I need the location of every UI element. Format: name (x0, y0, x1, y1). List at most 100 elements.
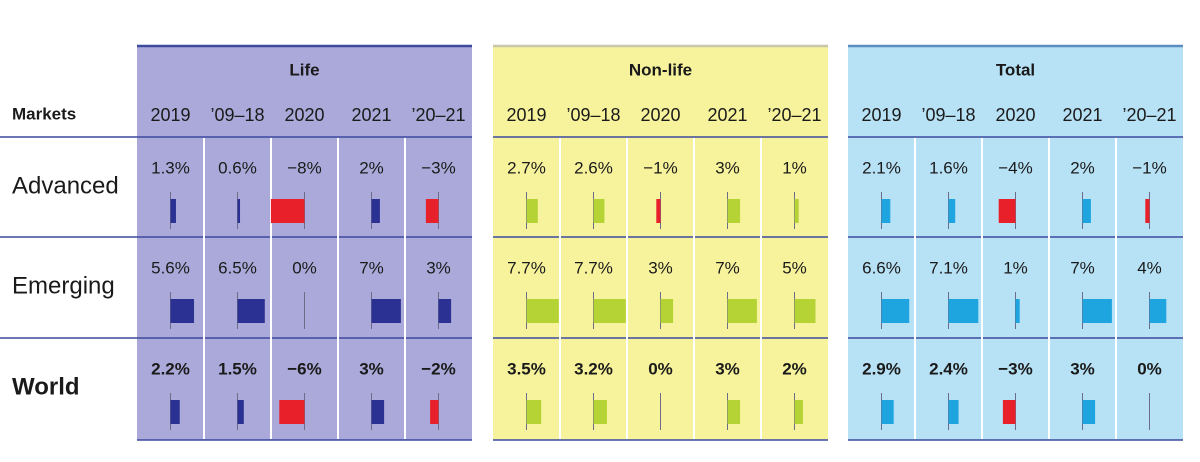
column-header: 2019 (506, 105, 546, 125)
value-label: 2.9% (862, 359, 901, 378)
value-label: 3% (715, 158, 740, 177)
bar (371, 199, 380, 223)
value-label: 7.7% (574, 258, 613, 277)
value-label: −1% (643, 158, 678, 177)
market-label: Advanced (12, 172, 119, 199)
group-title: Non-life (629, 60, 692, 79)
bar (593, 400, 607, 424)
bar (794, 199, 799, 223)
column-header: ’09–18 (210, 105, 264, 125)
value-label: 0.6% (218, 158, 257, 177)
value-label: 4% (1137, 258, 1162, 277)
value-label: 5.6% (151, 258, 190, 277)
bar (371, 299, 401, 323)
bar (270, 199, 305, 223)
value-label: 7% (715, 258, 740, 277)
value-label: 7.1% (929, 258, 968, 277)
column-header: 2020 (995, 105, 1035, 125)
value-label: 1% (782, 158, 807, 177)
bar (727, 199, 741, 223)
value-label: −3% (421, 158, 456, 177)
bar (881, 199, 891, 223)
value-label: −8% (287, 158, 322, 177)
column-header: 2019 (150, 105, 190, 125)
value-label: 2% (782, 359, 807, 378)
bar (727, 400, 741, 424)
markets-header: Markets (12, 104, 76, 123)
bar (948, 400, 959, 424)
bar (237, 299, 265, 323)
column-header: ’09–18 (566, 105, 620, 125)
value-label: 2% (1070, 158, 1095, 177)
value-label: 3% (715, 359, 740, 378)
value-label: 0% (292, 258, 317, 277)
bar (526, 199, 538, 223)
bar (881, 400, 894, 424)
bar (279, 400, 305, 424)
bar (1149, 299, 1167, 323)
market-label: Emerging (12, 272, 115, 299)
value-label: 2.2% (151, 359, 190, 378)
bar (237, 400, 244, 424)
value-label: −3% (998, 359, 1033, 378)
value-label: 3% (359, 359, 384, 378)
value-label: 2% (359, 158, 384, 177)
value-label: −1% (1132, 158, 1167, 177)
column-header: ’20–21 (767, 105, 821, 125)
bar (1082, 400, 1096, 424)
bar (430, 400, 439, 424)
bar (948, 199, 956, 223)
bar (593, 299, 626, 323)
value-label: 3% (648, 258, 673, 277)
bar (526, 400, 542, 424)
market-label: World (12, 373, 80, 400)
bar (593, 199, 605, 223)
bar (727, 299, 757, 323)
column-header: 2019 (861, 105, 901, 125)
value-label: 6.5% (218, 258, 257, 277)
bar (371, 400, 385, 424)
value-label: −6% (287, 359, 322, 378)
value-label: 3% (426, 258, 451, 277)
bar (660, 299, 674, 323)
value-label: 5% (782, 258, 807, 277)
group-title: Total (996, 60, 1035, 79)
column-header: ’09–18 (921, 105, 975, 125)
bar (656, 199, 661, 223)
value-label: 2.7% (507, 158, 546, 177)
bar (1145, 199, 1150, 223)
bar (1002, 400, 1016, 424)
bar (794, 400, 803, 424)
group-title: Life (289, 60, 319, 79)
bar (1015, 299, 1020, 323)
value-label: 3.5% (507, 359, 546, 378)
value-label: 2.1% (862, 158, 901, 177)
bar (425, 199, 439, 223)
value-label: 7% (359, 258, 384, 277)
bar (170, 199, 176, 223)
bar (998, 199, 1016, 223)
value-label: 3% (1070, 359, 1095, 378)
bar (881, 299, 910, 323)
value-label: 1% (1003, 258, 1028, 277)
bar (170, 400, 180, 424)
column-header: ’20–21 (1122, 105, 1176, 125)
value-label: 7.7% (507, 258, 546, 277)
value-label: 2.4% (929, 359, 968, 378)
value-label: 0% (648, 359, 673, 378)
group-background (137, 45, 472, 440)
group-background (848, 45, 1183, 440)
column-header: ’20–21 (411, 105, 465, 125)
value-label: 1.5% (218, 359, 257, 378)
value-label: −2% (421, 359, 456, 378)
bar (170, 299, 195, 323)
value-label: 2.6% (574, 158, 613, 177)
value-label: −4% (998, 158, 1033, 177)
bar (1082, 299, 1112, 323)
bar (1082, 199, 1091, 223)
column-header: 2020 (284, 105, 324, 125)
group-background (493, 45, 828, 440)
column-header: 2021 (707, 105, 747, 125)
value-label: 1.6% (929, 158, 968, 177)
